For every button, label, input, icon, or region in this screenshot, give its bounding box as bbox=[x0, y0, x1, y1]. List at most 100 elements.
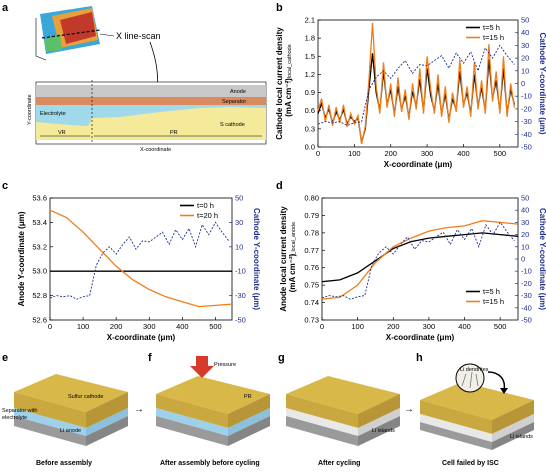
y-tick-label-d: 0.78 bbox=[304, 228, 319, 237]
panel-g-label: g bbox=[278, 352, 285, 364]
panel-label-b: b bbox=[276, 2, 283, 14]
y-right-tick-label-d: -10 bbox=[521, 267, 532, 276]
series-line-d-2 bbox=[321, 221, 515, 300]
y-tick-label-d: 0.73 bbox=[304, 316, 319, 325]
y-tick-label-c: 52.6 bbox=[32, 316, 47, 325]
y-right-tick-label-b: -30 bbox=[521, 117, 532, 126]
y-tick-label-b: 1.8 bbox=[305, 34, 315, 43]
x-tick-label-b: 500 bbox=[494, 149, 507, 158]
panel-f: f Pressure PR After assembly before cycl… bbox=[148, 352, 270, 467]
callout-x-line-scan: X line-scan bbox=[116, 31, 161, 41]
panel-a-3d-map bbox=[35, 6, 101, 61]
y-tick-label-c: 52.8 bbox=[32, 291, 47, 300]
y-tick-label-c: 53.6 bbox=[32, 194, 47, 203]
label-sulfur-cathode: Sulfur cathode bbox=[68, 394, 103, 400]
label-li-dendrites: Li dendrites bbox=[460, 367, 489, 373]
y-right-tick-label-d: 30 bbox=[521, 218, 529, 227]
label-pressure: Pressure bbox=[214, 362, 236, 368]
y-tick-label-b: 0.6 bbox=[305, 106, 315, 115]
y-tick-label-d: 0.75 bbox=[304, 281, 319, 290]
y-tick-label-b: 0.3 bbox=[305, 124, 315, 133]
y-right-axis-label-d: Cathode Y-coordinate (μm) bbox=[538, 208, 546, 310]
y-tick-label-d: 0.76 bbox=[304, 263, 319, 272]
y-right-tick-label-b: -10 bbox=[521, 92, 532, 101]
y-right-tick-label-b: 0 bbox=[521, 79, 525, 88]
y-right-tick-label-d: -50 bbox=[521, 316, 532, 325]
y-right-tick-label-c: -50 bbox=[235, 316, 246, 325]
region-vr: VR bbox=[58, 130, 66, 136]
panel-e: e Sulfur cathode Li anode Separator with… bbox=[2, 352, 128, 467]
y-tick-label-b: 0.0 bbox=[305, 143, 315, 152]
x-axis-label-d: X-coordinate (μm) bbox=[386, 333, 455, 342]
panel-f-label: f bbox=[148, 352, 152, 364]
region-pr: PR bbox=[170, 130, 178, 136]
y-right-tick-label-d: 50 bbox=[521, 194, 529, 203]
y-right-tick-label-d: 20 bbox=[521, 230, 529, 239]
y-right-tick-label-c: 30 bbox=[235, 218, 243, 227]
label-li-islands-h: Li islands bbox=[510, 434, 533, 440]
x-tick-label-c: 0 bbox=[48, 322, 52, 331]
panel-label-d: d bbox=[276, 180, 283, 192]
panel-h: h Li dendrites Li islands Cell failed by… bbox=[416, 352, 534, 467]
y-right-tick-label-b: 50 bbox=[521, 16, 529, 25]
cross-section-ylabel: Y-coordinate bbox=[27, 94, 33, 125]
label-li-anode: Li anode bbox=[60, 428, 81, 434]
x-tick-label-d: 400 bbox=[458, 322, 471, 331]
x-tick-label-b: 300 bbox=[421, 149, 434, 158]
x-tick-label-c: 100 bbox=[77, 322, 90, 331]
layer-s-cathode: S cathode bbox=[220, 122, 245, 128]
panel-label-c: c bbox=[2, 180, 8, 192]
label-electrolyte: electrolyte bbox=[2, 415, 27, 421]
x-tick-label-d: 500 bbox=[494, 322, 507, 331]
series-line-c-2 bbox=[49, 221, 230, 300]
y-axis-sub-b: I_local_cathode bbox=[287, 44, 293, 83]
y-tick-label-b: 1.2 bbox=[305, 70, 315, 79]
y-right-tick-label-d: 0 bbox=[521, 255, 525, 264]
y-right-tick-label-d: -40 bbox=[521, 303, 532, 312]
arrow-e-f: → bbox=[134, 404, 144, 415]
legend-label-c: t=20 h bbox=[197, 211, 218, 220]
magnified-circle bbox=[455, 363, 485, 393]
x-tick-label-c: 500 bbox=[209, 322, 222, 331]
layer-separator: Separator bbox=[222, 99, 246, 105]
y-tick-label-d: 0.80 bbox=[304, 194, 319, 203]
legend-label-c: t=0 h bbox=[197, 201, 214, 210]
y-right-tick-label-b: 30 bbox=[521, 41, 529, 50]
y-tick-label-b: 1.5 bbox=[305, 52, 315, 61]
x-tick-label-b: 100 bbox=[348, 149, 361, 158]
panel-e-caption: Before assembly bbox=[36, 460, 92, 467]
x-tick-label-c: 300 bbox=[143, 322, 156, 331]
panel-g-caption: After cycling bbox=[318, 460, 360, 467]
y-tick-label-c: 53.0 bbox=[32, 267, 47, 276]
y-right-tick-label-d: -20 bbox=[521, 279, 532, 288]
panel-a: a X line-scan Anode Separator Electrolyt… bbox=[2, 2, 267, 153]
panel-a-label: a bbox=[2, 2, 9, 14]
x-tick-label-d: 200 bbox=[387, 322, 400, 331]
series-line-d-1 bbox=[321, 220, 519, 300]
x-axis-label-b: X-coordinate (μm) bbox=[384, 160, 453, 169]
label-separator-with: Separator with bbox=[2, 408, 37, 414]
x-axis-label-c: X-coordinate (μm) bbox=[107, 333, 176, 342]
legend-label-d: t=15 h bbox=[483, 297, 504, 306]
x-tick-label-c: 200 bbox=[110, 322, 123, 331]
panel-h-label: h bbox=[416, 352, 423, 364]
y-tick-label-c: 53.2 bbox=[32, 242, 47, 251]
legend-label-b: t=15 h bbox=[483, 33, 504, 42]
chart-b: b0 100 200 300 400 5000.00.30.60.91.21.51.82.… bbox=[275, 2, 546, 169]
y-axis-sub-d: I_local_anode bbox=[291, 222, 297, 256]
y-tick-label-b: 0.9 bbox=[305, 88, 315, 97]
x-tick-label-c: 400 bbox=[176, 322, 189, 331]
x-tick-label-d: 300 bbox=[423, 322, 436, 331]
cross-section-xlabel: X-coordinate bbox=[140, 147, 171, 153]
label-li-islands-g: Li islands bbox=[372, 428, 395, 434]
y-right-tick-label-c: -30 bbox=[235, 291, 246, 300]
y-right-axis-label-b: Cathode Y-coordinate (μm) bbox=[538, 32, 546, 134]
y-tick-label-b: 2.1 bbox=[305, 16, 315, 25]
cross-section: Anode Separator Electrolyte S cathode VR… bbox=[27, 80, 267, 153]
y-right-tick-label-b: -50 bbox=[521, 143, 532, 152]
y-tick-label-d: 0.79 bbox=[304, 211, 319, 220]
y-right-tick-label-b: 40 bbox=[521, 28, 529, 37]
chart-d: d0 100 200 300 400 5000.730.740.750.760.770.7… bbox=[276, 180, 546, 342]
series-line-d-0 bbox=[321, 232, 519, 283]
